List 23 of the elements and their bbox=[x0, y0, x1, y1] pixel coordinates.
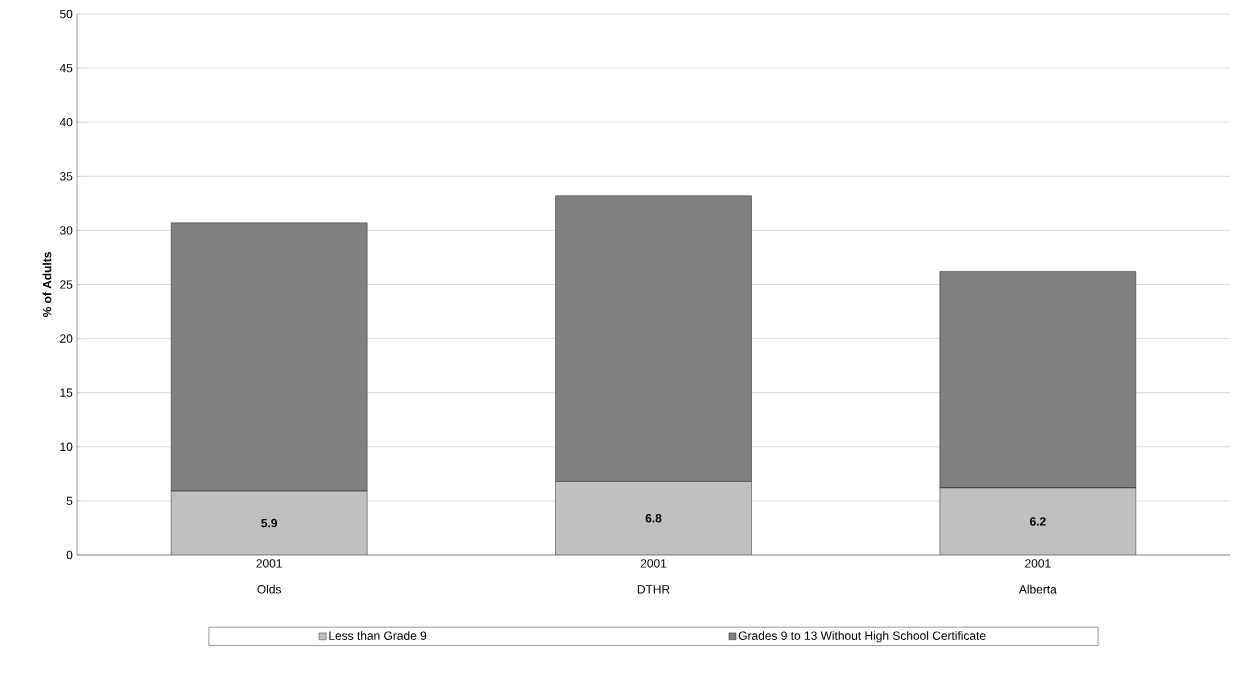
data-label: 6.2 bbox=[1029, 517, 1046, 526]
legend-label: Less than Grade 9 bbox=[329, 631, 427, 640]
data-label: 5.9 bbox=[261, 518, 278, 528]
category-label: 2001 DTHR bbox=[637, 559, 670, 594]
y-tick-label: 5 bbox=[66, 496, 73, 506]
bar bbox=[939, 487, 1137, 555]
bar bbox=[555, 481, 752, 555]
y-tick-label: 20 bbox=[60, 334, 73, 343]
y-tick-label: 40 bbox=[59, 117, 73, 127]
y-tick-label: 15 bbox=[60, 388, 73, 397]
y-tick-label: 30 bbox=[59, 226, 73, 235]
category-label: 2001 Olds bbox=[256, 559, 282, 594]
data-label: 6.8 bbox=[645, 513, 662, 523]
y-tick-label: 50 bbox=[60, 9, 73, 19]
y-axis-title: % of Adults bbox=[42, 252, 52, 318]
bar bbox=[170, 490, 368, 555]
y-tick-label: 25 bbox=[60, 280, 73, 289]
y-tick-label: 45 bbox=[59, 63, 73, 73]
legend-label: Grades 9 to 13 Without High School Certificate bbox=[738, 631, 986, 643]
category-label: 2001 Alberta bbox=[1018, 559, 1057, 594]
y-tick-label: 10 bbox=[60, 442, 73, 452]
y-tick-label: 35 bbox=[59, 172, 73, 181]
y-tick-label: 0 bbox=[66, 550, 73, 560]
